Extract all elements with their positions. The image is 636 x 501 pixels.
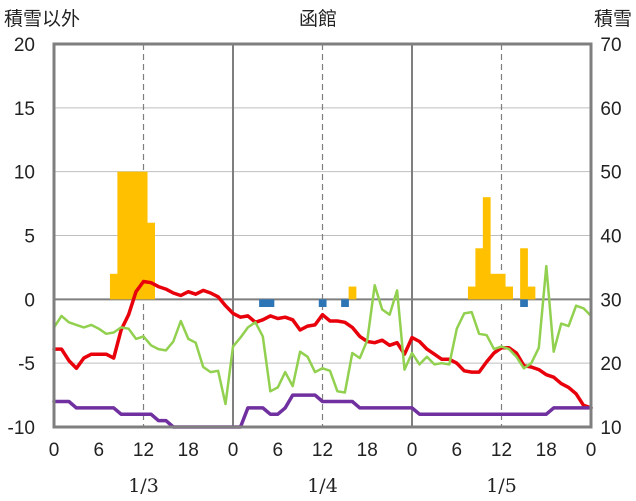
precip-bar <box>490 273 499 300</box>
right-y-tick-label: 60 <box>600 99 621 120</box>
left-y-tick-label: 10 <box>14 163 35 184</box>
precip-bar <box>520 248 528 300</box>
sunshine-bar <box>318 299 327 307</box>
x-tick-label: 6 <box>451 440 462 461</box>
x-tick-label: 18 <box>536 440 557 461</box>
precip-bar <box>482 197 491 300</box>
precip-bar <box>139 171 148 300</box>
sunshine-bar <box>520 299 528 307</box>
x-tick-label: 6 <box>93 440 104 461</box>
x-tick-label: 18 <box>178 440 199 461</box>
left-y-tick-label: 5 <box>24 227 35 248</box>
x-tick-label: 18 <box>357 440 378 461</box>
plot-border <box>52 42 593 429</box>
precip-bar <box>467 286 476 300</box>
right-y-tick-label: 20 <box>600 354 621 375</box>
plot-frame <box>52 42 593 429</box>
x-tick-label: 12 <box>133 440 154 461</box>
x-tick-label: 6 <box>272 440 283 461</box>
day-label: 1/4 <box>307 475 338 497</box>
right-y-tick-label: 40 <box>600 227 621 248</box>
x-tick-label: 0 <box>586 440 597 461</box>
x-tick-labels: 0 6 12 18 0 6 12 18 0 6 12 18 0 <box>49 440 597 461</box>
left-y-tick-label: 20 <box>14 35 35 56</box>
x-tick-label: 0 <box>228 440 239 461</box>
green-series-line <box>52 264 593 406</box>
precip-bar <box>124 171 133 300</box>
precip-bar <box>348 286 357 300</box>
day-labels: 1/3 1/4 1/5 <box>128 475 517 497</box>
right-y-tick-label: 70 <box>600 35 621 56</box>
x-tick-label: 12 <box>312 440 333 461</box>
right-y-tick-label: 10 <box>600 418 621 439</box>
right-axis-label: 積雪 <box>594 8 632 30</box>
precip-bar <box>527 286 536 300</box>
left-axis-label: 積雪以外 <box>4 8 80 30</box>
precip-bar <box>117 171 126 300</box>
left-y-tick-label: -5 <box>18 354 35 375</box>
day-label: 1/5 <box>486 475 517 497</box>
bars <box>109 171 536 307</box>
precip-bar <box>505 286 513 300</box>
precip-bar <box>475 248 484 300</box>
snow-depth-line <box>52 393 593 429</box>
left-y-tick-label: -10 <box>8 418 35 439</box>
right-y-tick-labels: 70 60 50 40 30 20 10 <box>600 35 621 439</box>
right-y-tick-label: 30 <box>600 290 621 311</box>
sunshine-bar <box>341 299 349 307</box>
left-y-tick-labels: 20 15 10 5 0 -5 -10 <box>8 35 35 439</box>
day-label: 1/3 <box>128 475 159 497</box>
sunshine-bar <box>259 299 267 307</box>
precip-bar <box>109 273 118 300</box>
x-tick-label: 0 <box>49 440 60 461</box>
precip-bar <box>147 222 155 300</box>
x-tick-label: 12 <box>491 440 512 461</box>
precip-bar <box>497 273 506 300</box>
precip-bar <box>132 171 141 300</box>
right-y-tick-label: 50 <box>600 163 621 184</box>
left-y-tick-label: 0 <box>24 290 35 311</box>
chart-title: 函館 <box>299 8 337 30</box>
x-tick-label: 0 <box>407 440 418 461</box>
left-y-tick-label: 15 <box>14 99 35 120</box>
sunshine-bar <box>266 299 275 307</box>
